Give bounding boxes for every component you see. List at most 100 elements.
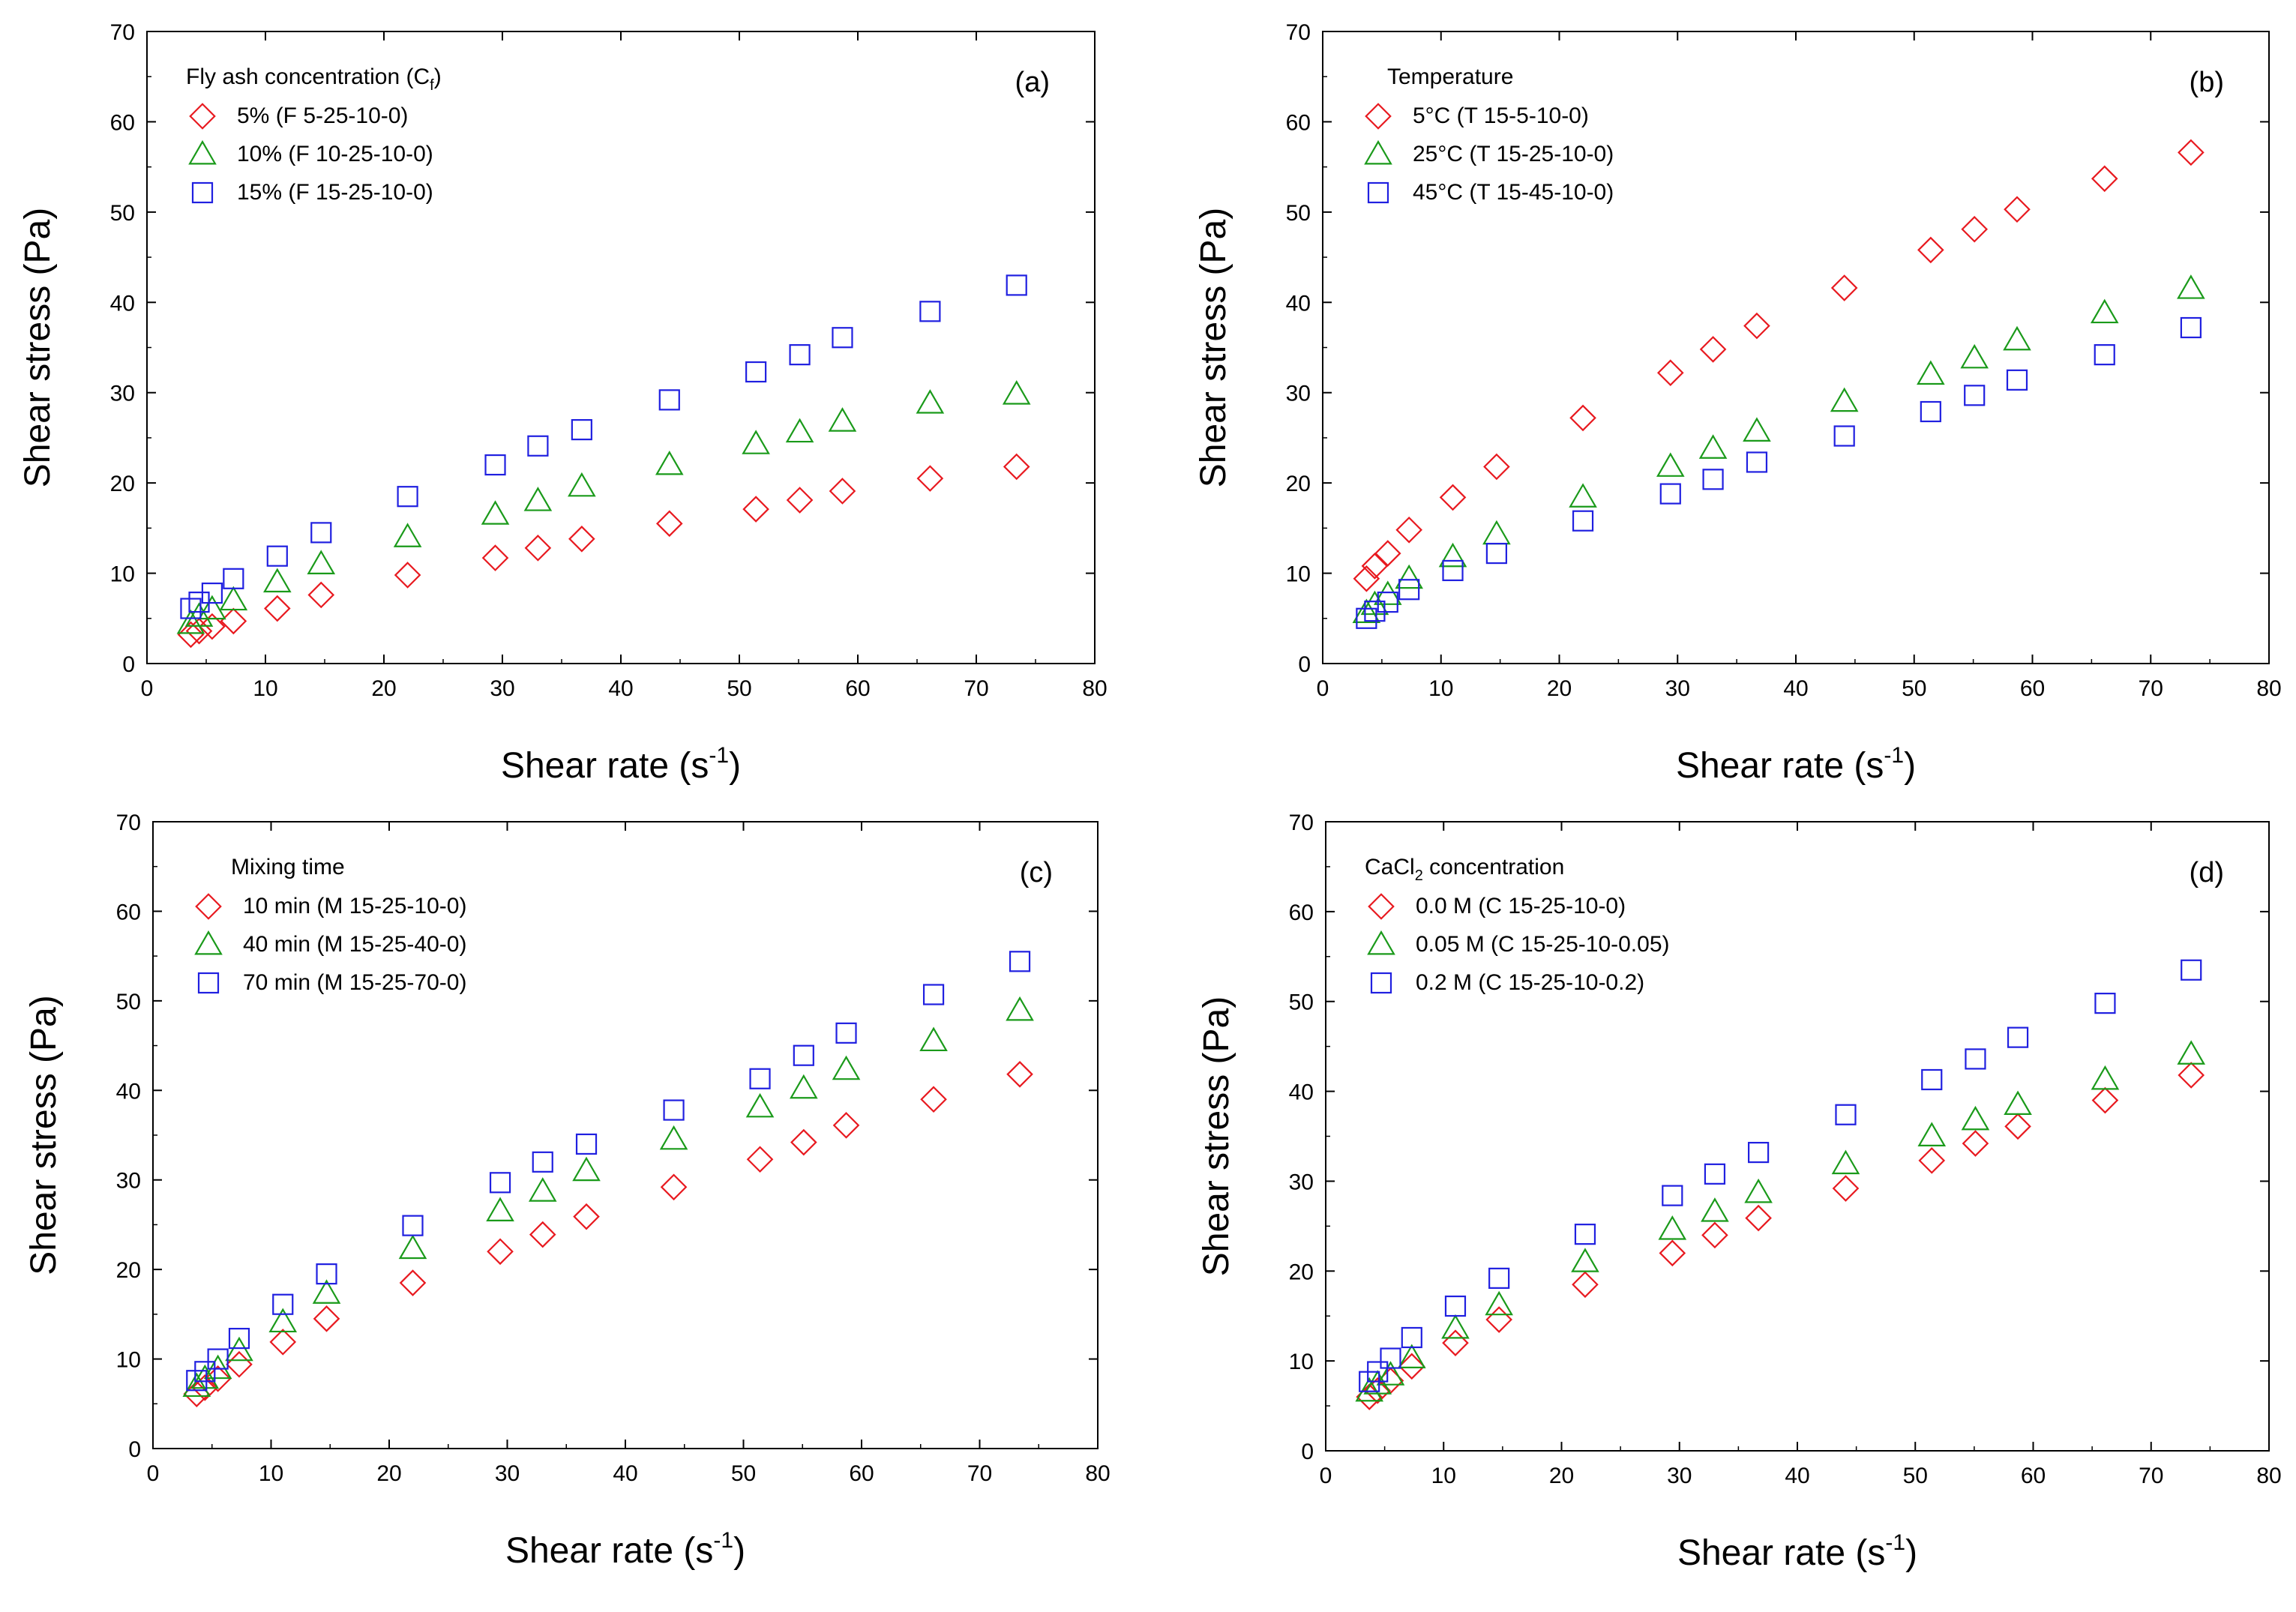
data-point-diamond (1439, 484, 1467, 511)
x-tick-label: 50 (731, 1461, 756, 1486)
data-point-square (1006, 274, 1027, 296)
legend-label: 45°C (T 15-45-10-0) (1413, 180, 1614, 205)
data-point-triangle (1395, 564, 1423, 589)
x-tick-label: 20 (1547, 676, 1572, 701)
y-tick-label: 0 (128, 1437, 141, 1462)
data-point-square (532, 1151, 553, 1173)
series-diamond (183, 1060, 1033, 1407)
x-tick-label: 50 (1902, 676, 1926, 701)
data-point-square (1485, 542, 1507, 565)
x-tick-label: 30 (1665, 676, 1690, 701)
y-axis-title: Shear stress (Pa) (1194, 208, 1233, 487)
series-square (1356, 316, 2202, 629)
data-point-square (789, 344, 811, 366)
data-point-triangle (1831, 1149, 1860, 1175)
x-tick-label: 30 (495, 1461, 520, 1486)
data-point-triangle (1006, 996, 1034, 1021)
data-point-square (1920, 400, 1941, 423)
data-point-diamond (199, 613, 226, 640)
panel-a: 0 10 20 30 40 50 60 70 80 0 10 20 30 40 50 60 70 Shear ra… (18, 20, 1108, 786)
data-point-triangle (1397, 1344, 1426, 1368)
x-tick-label: 40 (613, 1461, 637, 1486)
y-tick-label: 0 (122, 652, 135, 677)
data-point-square (1704, 1163, 1726, 1185)
data-point-square (1662, 1185, 1683, 1206)
legend-label: 0.0 M (C 15-25-10-0) (1416, 894, 1626, 918)
data-point-diamond (1356, 1383, 1383, 1410)
legend-marker-square-icon (191, 181, 214, 204)
data-point-diamond (568, 526, 595, 553)
data-point-diamond (1485, 1306, 1512, 1333)
x-tick-label: 60 (845, 676, 870, 701)
data-point-diamond (1442, 1329, 1469, 1356)
y-tick-label: 40 (1289, 1080, 1314, 1105)
data-point-diamond (263, 595, 291, 622)
data-point-diamond (177, 621, 205, 649)
data-point-triangle (1355, 1377, 1383, 1402)
series-diamond (1353, 139, 2205, 592)
series-triangle (1352, 274, 2205, 624)
legend-entry-triangle: 0.05 M (C 15-25-10-0.05) (1367, 930, 1670, 957)
data-point-triangle (486, 1197, 514, 1221)
data-point-diamond (1659, 1239, 1686, 1267)
data-point-diamond (185, 617, 213, 645)
legend-label: 70 min (M 15-25-70-0) (243, 970, 466, 995)
data-point-triangle (1363, 1370, 1392, 1395)
y-axis-title: Shear stress (Pa) (1197, 996, 1236, 1276)
x-tick-label: 10 (259, 1461, 283, 1486)
x-tick-label: 20 (376, 1461, 401, 1486)
y-tick-label: 0 (1301, 1440, 1314, 1464)
data-point-diamond (573, 1203, 600, 1230)
legend-label: 25°C (T 15-25-10-0) (1413, 142, 1614, 166)
data-point-square (207, 1348, 229, 1370)
y-tick-label: 40 (110, 291, 135, 316)
data-point-diamond (742, 496, 769, 523)
panel-label: (c) (1020, 857, 1053, 888)
data-point-diamond (916, 465, 944, 492)
data-point-diamond (1483, 453, 1510, 481)
data-point-diamond (1656, 359, 1684, 387)
data-point-square (2180, 316, 2202, 339)
series-triangle (1355, 1040, 2206, 1402)
x-tick-label: 20 (1549, 1464, 1574, 1488)
data-point-triangle (393, 523, 422, 547)
data-point-diamond (269, 1329, 297, 1356)
data-point-triangle (1744, 1178, 1773, 1203)
x-tick-label: 0 (147, 1461, 160, 1486)
legend-label: 0.05 M (C 15-25-10-0.05) (1416, 932, 1670, 957)
data-point-triangle (2090, 298, 2119, 324)
legend-title: CaCl2 concentration (1365, 855, 1564, 884)
data-point-square (266, 545, 288, 567)
legend-marker-diamond-icon (1365, 103, 1392, 130)
y-tick-label: 10 (110, 562, 135, 587)
legend-marker-square-icon (1367, 181, 1389, 204)
y-axis-title: Shear stress (Pa) (18, 208, 58, 487)
data-point-triangle (1917, 360, 1945, 385)
legend-label: 10 min (M 15-25-10-0) (243, 894, 466, 918)
data-point-diamond (790, 1128, 817, 1156)
data-point-diamond (487, 1238, 514, 1266)
data-point-diamond (1745, 1204, 1772, 1232)
y-tick-label: 30 (1286, 382, 1311, 406)
y-tick-label: 20 (1286, 472, 1311, 496)
y-tick-label: 60 (116, 900, 141, 924)
data-point-diamond (1832, 1175, 1860, 1202)
series-triangle (176, 380, 1031, 634)
data-point-square (922, 984, 945, 1005)
data-point-diamond (829, 478, 856, 505)
data-point-square (1965, 1048, 1986, 1070)
data-point-triangle (745, 1092, 775, 1118)
x-tick-label: 80 (2256, 676, 2281, 701)
data-point-triangle (225, 1336, 253, 1362)
data-point-square (1356, 607, 1377, 629)
y-tick-label: 10 (1286, 562, 1311, 587)
data-point-diamond (307, 581, 335, 609)
data-point-diamond (1572, 1271, 1599, 1299)
y-tick-label: 60 (110, 110, 135, 135)
x-tick-label: 0 (1320, 1464, 1332, 1488)
data-point-square (745, 361, 767, 383)
data-point-diamond (1398, 1353, 1425, 1380)
x-tick-label: 70 (2139, 1464, 2163, 1488)
data-point-square (1401, 1326, 1422, 1349)
